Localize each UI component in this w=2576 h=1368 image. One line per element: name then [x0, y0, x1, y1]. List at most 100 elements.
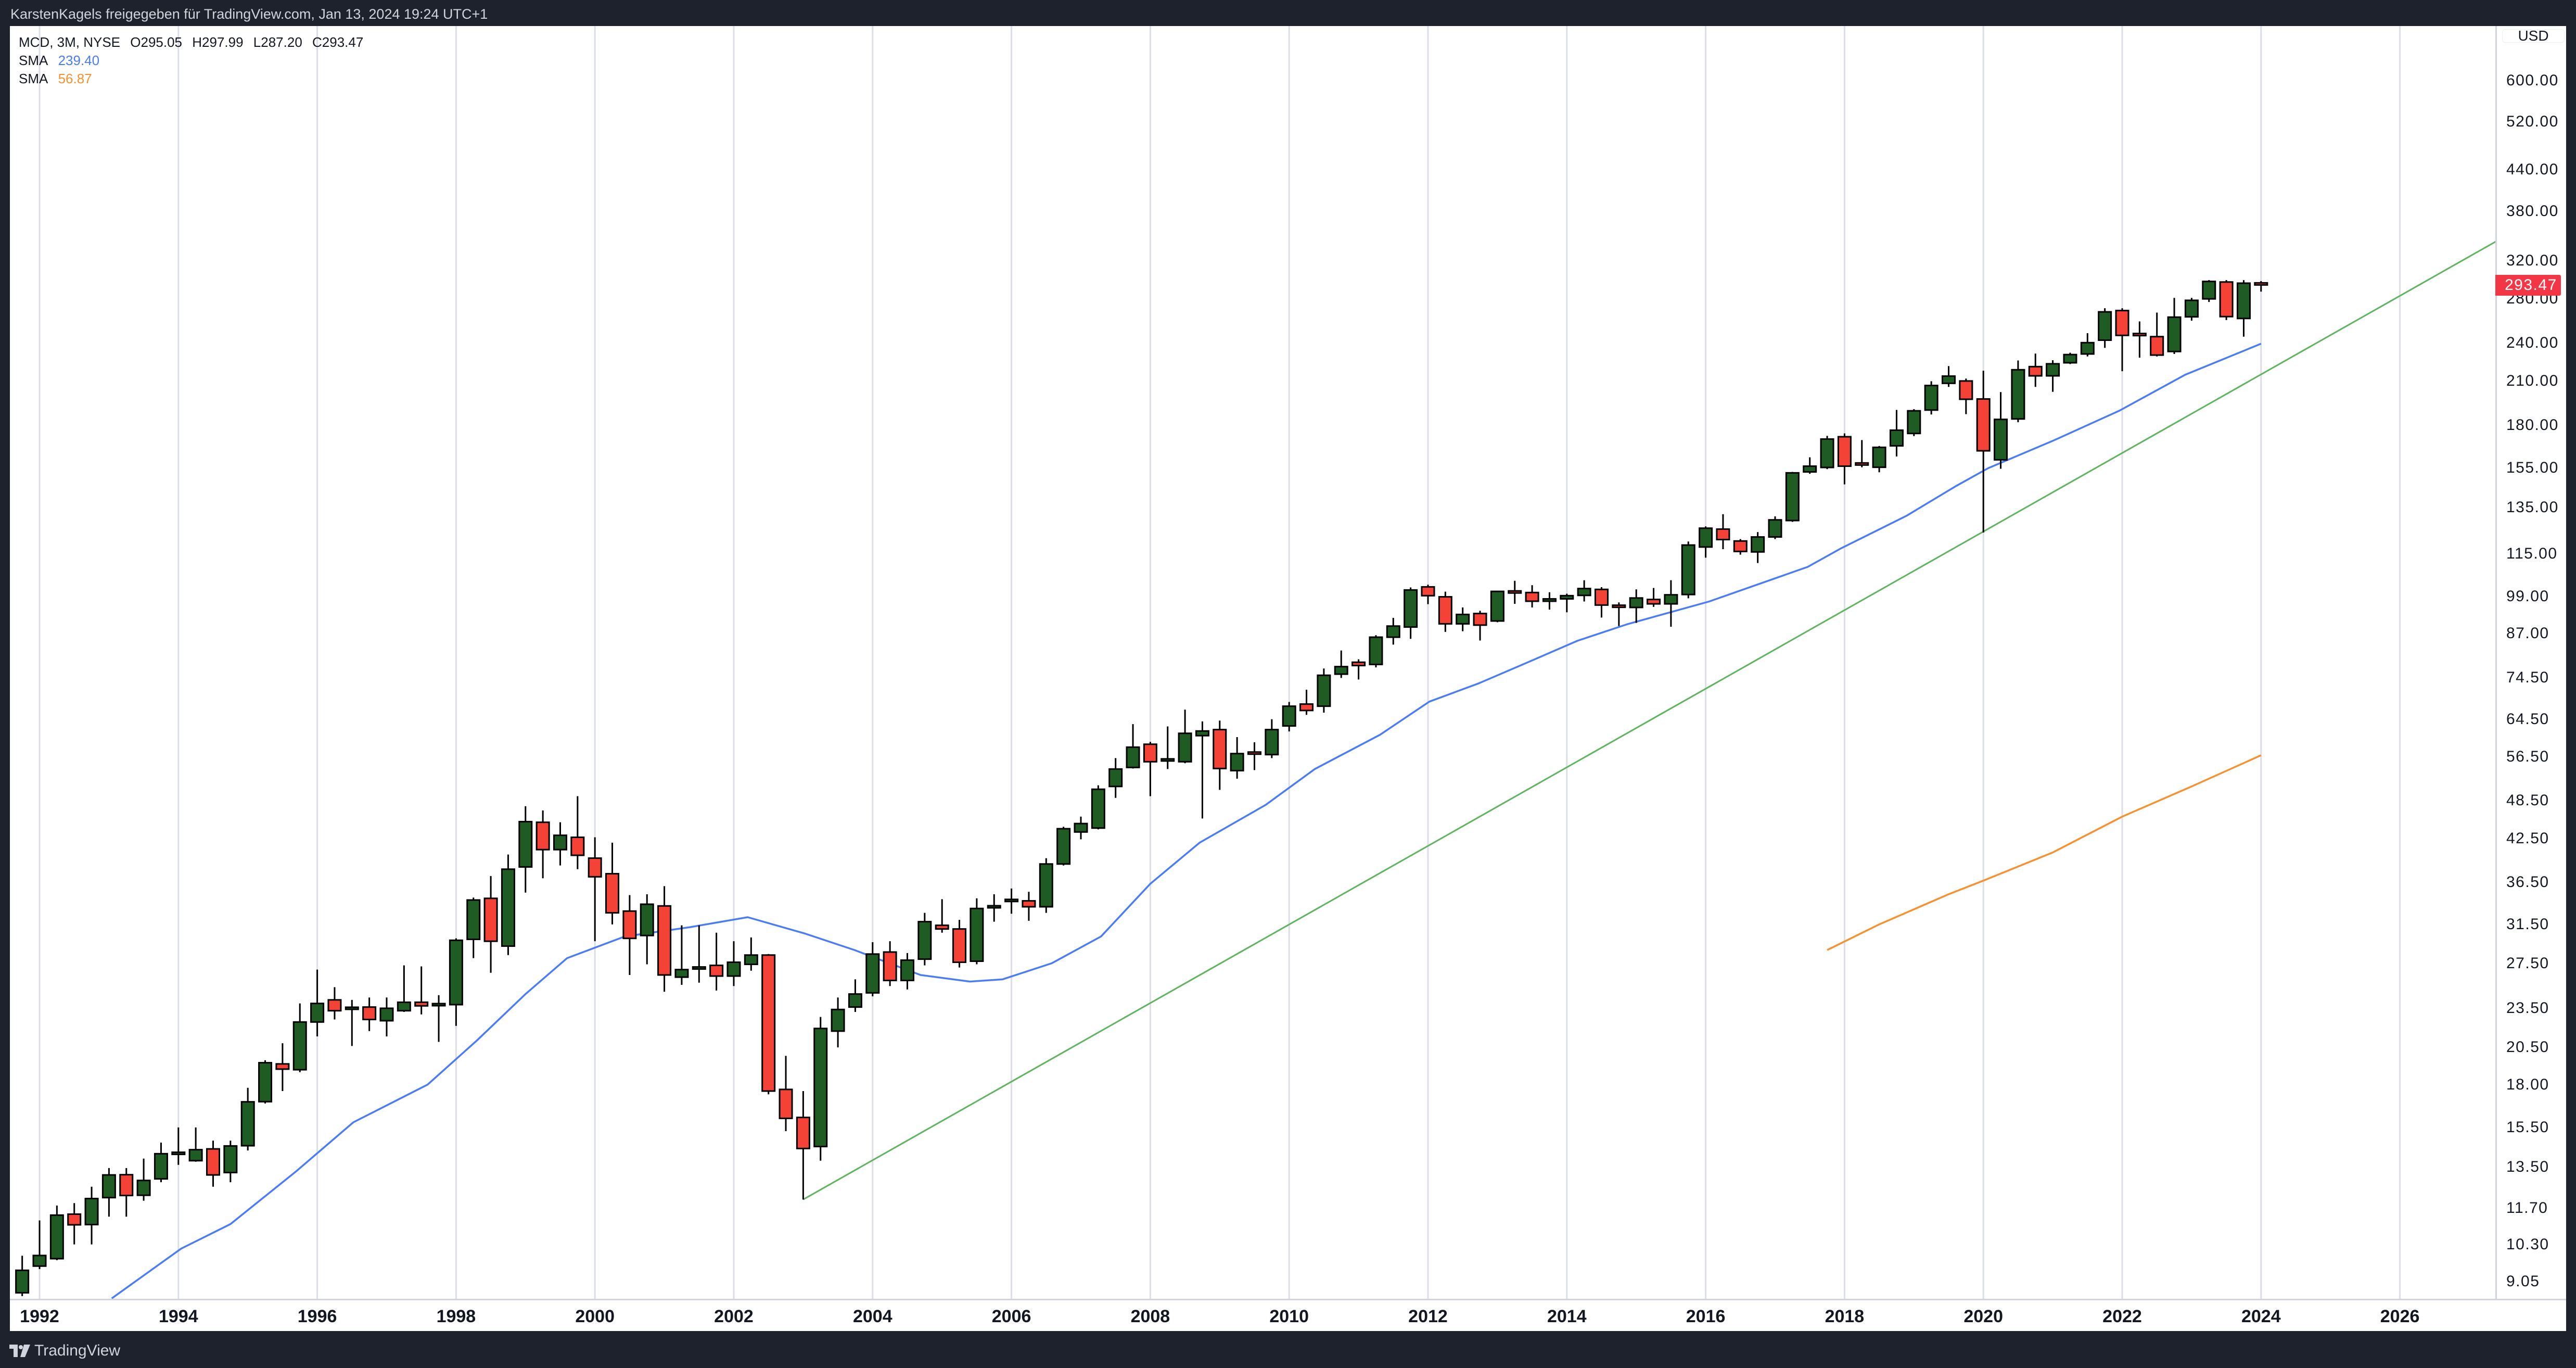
legend-sma1-row[interactable]: SMA 239.40	[19, 52, 369, 70]
year-tick-label: 2004	[852, 1307, 892, 1326]
price-tick-label: 210.00	[2506, 372, 2559, 390]
legend-sma2-value: 56.87	[58, 71, 92, 86]
candle-body-up	[848, 993, 862, 1008]
candle	[1508, 580, 1522, 604]
sma-layer	[111, 343, 2262, 1299]
candle-body-up	[553, 834, 567, 851]
currency-label[interactable]: USD	[2502, 29, 2565, 43]
candle	[1386, 617, 1400, 645]
candle	[518, 806, 533, 893]
candle-body-down	[1959, 380, 1973, 400]
candle	[2011, 360, 2025, 423]
candle	[1108, 758, 1123, 798]
year-tick-label: 2020	[1963, 1307, 2004, 1326]
candle-body-down	[1351, 661, 1366, 667]
candle	[67, 1203, 82, 1245]
candle-body-up	[240, 1101, 255, 1147]
candle-body-up	[726, 961, 741, 977]
candle-body-up	[1664, 594, 1678, 605]
candle	[32, 1220, 47, 1270]
candle	[1456, 607, 1470, 631]
candle	[2132, 321, 2147, 358]
candle-body-down	[414, 1001, 429, 1007]
candle	[1039, 858, 1053, 913]
candle	[1004, 888, 1019, 914]
price-tick-label: 64.50	[2506, 710, 2549, 728]
candle-body-up	[1039, 863, 1053, 908]
candle	[779, 1056, 793, 1131]
candle-body-up	[292, 1021, 307, 1071]
candle	[1473, 611, 1487, 641]
candle-body-up	[1317, 674, 1331, 707]
candle	[796, 1091, 810, 1200]
legend-symbol-row[interactable]: MCD, 3M, NYSE O295.05 H297.99 L287.20 C2…	[19, 33, 369, 52]
candle-body-down	[2254, 282, 2268, 286]
candle-body-down	[483, 897, 498, 942]
candle	[275, 1043, 290, 1091]
candle-body-down	[570, 837, 585, 856]
candle-body-down	[1855, 462, 1869, 466]
legend-sma2-row[interactable]: SMA 56.87	[19, 70, 369, 88]
candle-body-down	[1022, 900, 1036, 908]
candle-body-up	[674, 969, 689, 978]
last-price-badge: 293.47	[2495, 275, 2561, 296]
candle	[970, 898, 984, 965]
candle	[1213, 720, 1227, 790]
candle	[466, 897, 481, 958]
candle-body-down	[761, 954, 776, 1092]
candle-body-up	[1456, 613, 1470, 625]
candle-body-down	[1247, 751, 1261, 755]
candle	[900, 953, 914, 990]
legend-sma2-label: SMA	[19, 71, 48, 86]
price-chart[interactable]	[10, 26, 2495, 1299]
candle-body-up	[1178, 732, 1192, 763]
candle-body-up	[1404, 589, 1418, 628]
candle-body-up	[1889, 429, 1904, 447]
candle	[987, 894, 1001, 922]
candle	[744, 937, 758, 971]
candle	[171, 1127, 186, 1165]
price-tick-label: 48.50	[2506, 792, 2549, 809]
candle	[1230, 737, 1244, 779]
candle-body-up	[258, 1062, 273, 1103]
candle-body-up	[813, 1028, 828, 1148]
candle	[1699, 526, 1713, 558]
year-tick-label: 2002	[714, 1307, 754, 1326]
candle	[1855, 440, 1869, 467]
candle-body-up	[345, 1006, 359, 1010]
candle-body-up	[640, 903, 654, 936]
candle-body-down	[1837, 436, 1852, 467]
candle	[1577, 580, 1591, 602]
price-tick-label: 31.50	[2506, 915, 2549, 933]
price-tick-label: 320.00	[2506, 251, 2559, 269]
candle	[1785, 472, 1800, 522]
candle	[414, 966, 429, 1015]
candle	[1837, 433, 1852, 485]
candle-body-up	[1126, 746, 1140, 768]
candle-body-up	[1230, 753, 1244, 771]
candle-body-down	[1438, 596, 1452, 625]
candle-body-down	[1612, 604, 1626, 609]
candle-body-up	[1699, 527, 1713, 548]
candle	[501, 854, 515, 955]
price-axis[interactable]: USD 600.00 520.00 440.00 380.00 320.00 280.00…	[2495, 26, 2566, 1299]
candle	[1595, 587, 1609, 618]
candle-body-down	[2150, 336, 2164, 356]
candle	[1334, 650, 1348, 678]
candle-body-up	[2063, 353, 2077, 364]
candle	[883, 941, 897, 986]
candle	[397, 965, 411, 1012]
candle-body-up	[449, 939, 463, 1006]
candle	[535, 810, 550, 879]
price-tick-label: 9.05	[2506, 1272, 2540, 1290]
time-axis[interactable]: 1992 1994 1996 1998 2000 2002 2004 2006 2008 2010…	[10, 1299, 2566, 1331]
candle	[449, 938, 463, 1026]
candle	[657, 886, 672, 992]
candle-body-down	[1143, 743, 1157, 763]
candle	[1438, 591, 1452, 632]
candle	[1265, 719, 1279, 758]
candle-body-up	[379, 1007, 394, 1022]
candle	[709, 932, 724, 991]
price-tick-label: 18.00	[2506, 1075, 2549, 1093]
candle-body-down	[1525, 591, 1539, 602]
